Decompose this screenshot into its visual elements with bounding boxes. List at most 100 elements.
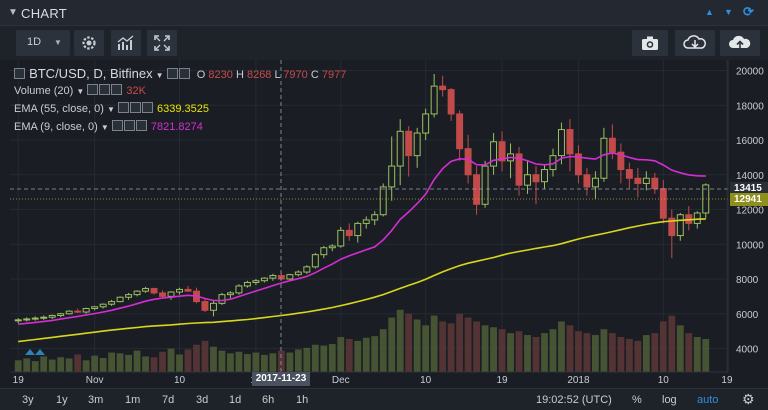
price-axis: 20000 18000 16000 14000 12000 10000 8000 6000 40… [736,67,764,356]
time-tick-label: Dec [332,375,350,386]
candle-body [328,245,336,249]
candle-body [481,165,489,205]
settings-button[interactable] [74,30,104,56]
volume-bar [125,354,132,372]
ema9-value: 7821.8274 [150,121,203,133]
volume-bars [14,309,710,372]
volume-bar [473,321,480,372]
settings-icon[interactable] [99,84,111,95]
candle-body [218,294,226,304]
price-chart[interactable]: 20000 18000 16000 14000 12000 10000 8000 6000 40… [0,60,768,388]
range-3m[interactable]: 3m [88,394,104,406]
interval-select[interactable]: 1D ▼ [16,30,70,56]
collapse-legend-icon[interactable] [14,68,25,79]
candle-body [91,306,99,310]
time-tick-label: 19 [13,375,25,386]
volume-bar [490,327,497,372]
move-up-icon[interactable]: ▲ [705,7,714,17]
candle-body [116,296,124,303]
indicators-icon [117,35,134,50]
candle-body [574,153,582,176]
gear-icon[interactable]: ⚙ [742,391,755,407]
volume-bar [430,315,438,372]
volume-bar [464,317,472,372]
candle-body [320,247,328,256]
auto-scale-toggle[interactable]: auto [697,394,719,406]
ema55-label[interactable]: EMA (55, close, 0) [14,103,104,115]
candle-body [566,129,574,155]
refresh-icon[interactable]: ⟳ [743,4,754,19]
candle-body [294,271,302,276]
candle-body [541,169,548,183]
load-layout-button[interactable] [675,30,715,56]
close-icon[interactable] [135,120,147,131]
save-layout-button[interactable] [720,30,760,56]
candle-body [108,301,116,305]
chevron-down-icon[interactable]: ▼ [106,105,115,114]
move-down-icon[interactable]: ▼ [724,7,733,17]
range-3y[interactable]: 3y [22,394,34,406]
settings-icon[interactable] [129,102,141,113]
candle-body [439,85,447,91]
symbol-legend: BTC/USD, D, Bitfinex ▼ O 8230 H 8268 L 7… [14,66,346,81]
panel-title: CHART [21,6,68,21]
candle-body [608,137,616,153]
volume-bar [227,353,234,372]
range-6h[interactable]: 6h [262,394,275,406]
range-1y[interactable]: 1y [56,394,68,406]
range-7d[interactable]: 7d [162,394,175,406]
candle-body [303,266,311,273]
volume-bar [439,321,447,372]
eye-icon[interactable] [111,120,123,131]
chevron-down-icon[interactable]: ▼ [100,123,109,132]
chevron-down-icon[interactable]: ▼ [76,87,85,96]
time-tick-label: 2018 [567,375,590,386]
snapshot-button[interactable] [632,30,668,56]
volume-bar [108,352,116,372]
volume-bar [625,338,633,372]
settings-icon[interactable] [123,120,135,131]
candle-body [235,285,243,294]
candle-body [600,137,608,179]
candle-body [413,132,421,157]
range-3d[interactable]: 3d [196,394,209,406]
candle-body [557,129,565,157]
volume-bar [40,356,48,372]
candle-body [345,229,353,237]
range-1h[interactable]: 1h [296,394,309,406]
fullscreen-button[interactable] [147,30,177,56]
volume-bar [328,344,336,372]
candle-body [498,141,506,162]
eye-icon[interactable] [87,84,99,95]
candle-body [371,214,379,221]
log-toggle[interactable]: log [662,394,677,406]
candle-body [634,177,642,184]
candle-body [354,222,362,237]
range-1m[interactable]: 1m [125,394,141,406]
percent-toggle[interactable]: % [632,394,642,406]
indicators-button[interactable] [111,30,141,56]
candle-body [65,310,73,315]
candle-body [379,186,387,216]
candle-body [99,303,107,308]
close-value: 7977 [321,69,347,81]
collapse-caret-icon[interactable]: ▼ [8,7,18,18]
volume-label[interactable]: Volume (20) [14,85,74,97]
low-value: 7970 [283,69,308,81]
close-icon[interactable] [111,84,123,95]
volume-bar [702,338,710,372]
ema9-label[interactable]: EMA (9, close, 0) [14,121,98,133]
close-icon[interactable] [141,102,153,113]
candle-body [396,130,404,167]
volume-bar [592,335,599,372]
time-tick-label: 10 [658,375,670,386]
range-1d[interactable]: 1d [229,394,242,406]
utc-clock[interactable]: 19:02:52 (UTC) [536,394,612,406]
candle-body [591,177,599,188]
chevron-down-icon[interactable]: ▼ [155,71,164,80]
symbol-label[interactable]: BTC/USD, D, Bitfinex [29,66,153,81]
eye-icon[interactable] [117,102,129,113]
volume-bar [14,360,22,372]
settings-icon[interactable] [178,68,190,79]
eye-icon[interactable] [166,68,178,79]
